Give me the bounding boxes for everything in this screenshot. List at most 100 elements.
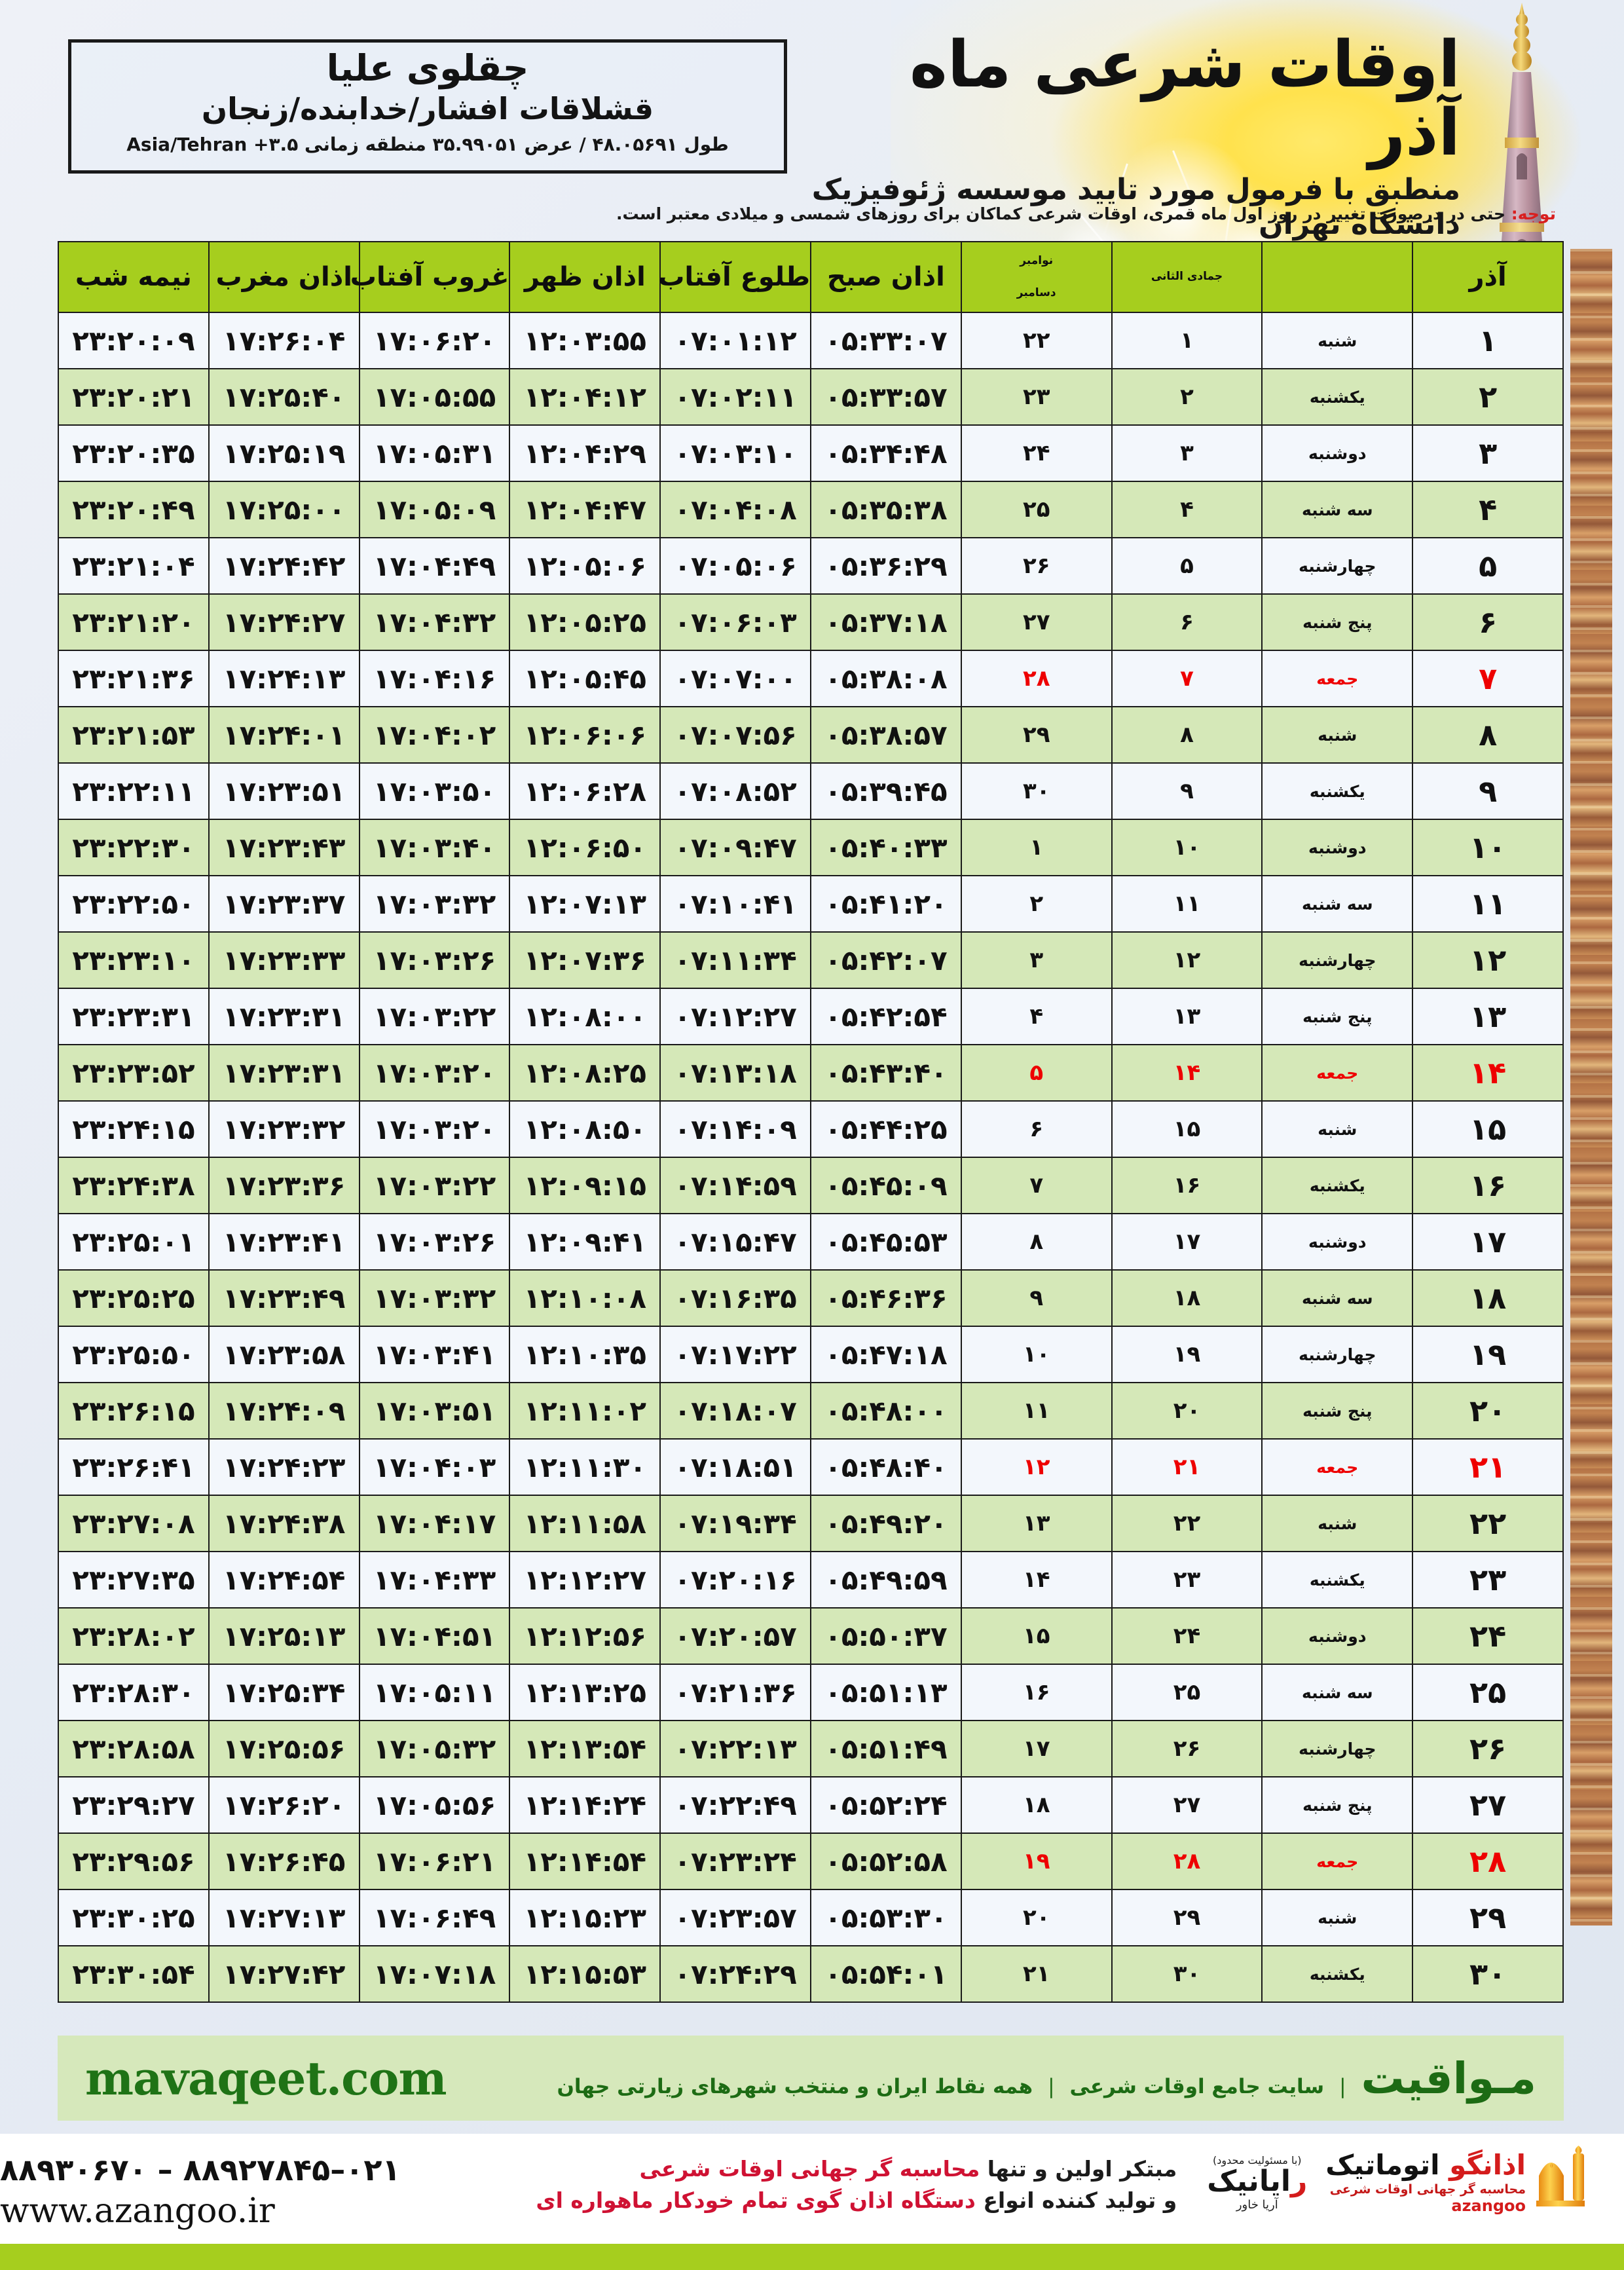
lunar-date: ۲۵ [1111,1664,1263,1721]
weekday-name: پنج شنبه [1261,593,1414,651]
sunset-time: ۱۷:۰۵:۵۵ [358,368,511,426]
lunar-date: ۴ [1111,481,1263,538]
table-row: ۷ جمعه ۷ ۲۸ ۰۵:۳۸:۰۸ ۰۷:۰۷:۰۰ ۱۲:۰۵:۴۵ ۱۷:۰۴:۱۶… [58,650,1564,707]
azangoo-word-1: اذانگو [1439,2148,1526,2181]
day-number: ۲۶ [1412,1720,1564,1777]
maghrib-time: ۱۷:۲۵:۰۰ [208,481,360,538]
sunset-time: ۱۷:۰۶:۲۱ [358,1833,511,1890]
lunar-date: ۶ [1111,593,1263,651]
midnight-time: ۲۳:۲۹:۲۷ [58,1776,210,1834]
midnight-time: ۲۳:۲۵:۲۵ [58,1269,210,1327]
gregorian-date: ۲۸ [960,650,1113,707]
day-number: ۲۰ [1412,1382,1564,1440]
sunrise-time: ۰۷:۰۲:۱۱ [659,368,812,426]
sunrise-time: ۰۷:۲۴:۲۹ [659,1945,812,2003]
day-number: ۱۲ [1412,931,1564,989]
footer-contact: ۰۲۱–۸۸۹۲۷۸۴۵ – ۸۸۹۳۰۶۷۰ www.azangoo.ir [0,2134,447,2231]
rayaneek-paren-note: (با مسئولیت محدود) [1213,2153,1302,2167]
prayer-times-table: آذر جمادی الثانی نوامبر دسامبر اذان صبح … [58,241,1564,2003]
sunset-time: ۱۷:۰۴:۱۶ [358,650,511,707]
sunrise-time: ۰۷:۱۸:۰۷ [659,1382,812,1440]
sunrise-time: ۰۷:۲۰:۱۶ [659,1551,812,1609]
day-number: ۲۸ [1412,1833,1564,1890]
table-row: ۱ شنبه ۱ ۲۲ ۰۵:۳۳:۰۷ ۰۷:۰۱:۱۲ ۱۲:۰۳:۵۵ ۱۷:۰۶:۲۰… [58,312,1564,369]
table-row: ۲۹ شنبه ۲۹ ۲۰ ۰۵:۵۳:۳۰ ۰۷:۲۳:۵۷ ۱۲:۱۵:۲۳ ۱۷:۰۶:… [58,1889,1564,1946]
mosque-dome-icon [1536,2146,1585,2206]
fajr-time: ۰۵:۵۱:۱۳ [810,1664,962,1721]
lunar-date: ۲۲ [1111,1495,1263,1552]
fajr-time: ۰۵:۴۸:۴۰ [810,1438,962,1496]
lunar-date: ۳۰ [1111,1945,1263,2003]
sunset-time: ۱۷:۰۵:۳۱ [358,424,511,482]
fajr-time: ۰۵:۳۹:۴۵ [810,762,962,820]
sunrise-time: ۰۷:۲۳:۲۴ [659,1833,812,1890]
sunset-time: ۱۷:۰۴:۵۱ [358,1607,511,1665]
table-row: ۱۲ چهارشنبه ۱۲ ۳ ۰۵:۴۲:۰۷ ۰۷:۱۱:۳۴ ۱۲:۰۷:۳۶ ۱۷:… [58,931,1564,989]
maghrib-time: ۱۷:۲۳:۳۱ [208,1044,360,1102]
column-header-gregorian-nov: نوامبر [1020,253,1054,267]
fajr-time: ۰۵:۴۴:۲۵ [810,1100,962,1158]
dhuhr-time: ۱۲:۱۲:۲۷ [509,1551,661,1609]
maghrib-time: ۱۷:۲۳:۳۶ [208,1157,360,1214]
gregorian-date: ۱۲ [960,1438,1113,1496]
sunrise-time: ۰۷:۰۵:۰۶ [659,537,812,595]
column-header-midnight: نیمه شب [58,241,210,313]
dhuhr-time: ۱۲:۰۶:۰۶ [509,706,661,764]
maghrib-time: ۱۷:۲۴:۵۴ [208,1551,360,1609]
table-row: ۲۸ جمعه ۲۸ ۱۹ ۰۵:۵۲:۵۸ ۰۷:۲۳:۲۴ ۱۲:۱۴:۵۴ ۱۷:۰۶:… [58,1833,1564,1890]
gregorian-date: ۲ [960,875,1113,933]
dhuhr-time: ۱۲:۰۳:۵۵ [509,312,661,369]
midnight-time: ۲۳:۳۰:۵۴ [58,1945,210,2003]
sunrise-time: ۰۷:۱۸:۵۱ [659,1438,812,1496]
weekday-name: پنج شنبه [1261,988,1414,1045]
sunrise-time: ۰۷:۱۰:۴۱ [659,875,812,933]
footer-website-link[interactable]: www.azangoo.ir [0,2191,275,2231]
weekday-name: شنبه [1261,312,1414,369]
dhuhr-time: ۱۲:۰۹:۴۱ [509,1213,661,1271]
sunset-time: ۱۷:۰۴:۴۹ [358,537,511,595]
table-row: ۱۸ سه شنبه ۱۸ ۹ ۰۵:۴۶:۳۶ ۰۷:۱۶:۳۵ ۱۲:۱۰:۰۸ ۱۷:۰… [58,1269,1564,1327]
table-row: ۶ پنج شنبه ۶ ۲۷ ۰۵:۳۷:۱۸ ۰۷:۰۶:۰۳ ۱۲:۰۵:۲۵ ۱۷:۰… [58,593,1564,651]
dhuhr-time: ۱۲:۰۴:۲۹ [509,424,661,482]
day-number: ۱۰ [1412,819,1564,876]
footer-phone-number[interactable]: ۰۲۱–۸۸۹۲۷۸۴۵ – ۸۸۹۳۰۶۷۰ [0,2152,401,2187]
weekday-name: دوشنبه [1261,1213,1414,1271]
lunar-date: ۲ [1111,368,1263,426]
day-number: ۱۱ [1412,875,1564,933]
day-number: ۲۹ [1412,1889,1564,1946]
maghrib-time: ۱۷:۲۳:۳۳ [208,931,360,989]
azangoo-logo-title: اذانگو اتوماتیک [1325,2151,1526,2179]
table-row: ۲۰ پنج شنبه ۲۰ ۱۱ ۰۵:۴۸:۰۰ ۰۷:۱۸:۰۷ ۱۲:۱۱:۰۲ ۱۷… [58,1382,1564,1440]
location-region: قشلاقات افشار/خدابنده/زنجان [201,90,654,126]
azangoo-logo[interactable]: اذانگو اتوماتیک محاسبه گر جهانی اوقات شر… [1325,2144,1593,2222]
dhuhr-time: ۱۲:۱۳:۵۴ [509,1720,661,1777]
sunset-time: ۱۷:۰۴:۱۷ [358,1495,511,1552]
day-number: ۲ [1412,368,1564,426]
day-number: ۲۲ [1412,1495,1564,1552]
footer-accent-bar [0,2244,1624,2270]
weekday-name: سه شنبه [1261,1269,1414,1327]
day-number: ۳۰ [1412,1945,1564,2003]
midnight-time: ۲۳:۲۵:۵۰ [58,1326,210,1383]
midnight-time: ۲۳:۲۸:۳۰ [58,1664,210,1721]
brand-desc-1: سایت جامع اوقات شرعی [1069,2074,1325,2098]
fajr-time: ۰۵:۴۲:۰۷ [810,931,962,989]
rayaneek-logo[interactable]: (با مسئولیت محدود) رایانیک آریا خاور [1207,2154,1307,2212]
sunrise-time: ۰۷:۲۲:۱۳ [659,1720,812,1777]
table-row: ۲ یکشنبه ۲ ۲۳ ۰۵:۳۳:۵۷ ۰۷:۰۲:۱۱ ۱۲:۰۴:۱۲ ۱۷:۰۵:… [58,368,1564,426]
brand-website-link[interactable]: mavaqeet.com [85,2051,447,2106]
weekday-name: سه شنبه [1261,481,1414,538]
lunar-date: ۲۷ [1111,1776,1263,1834]
gregorian-date: ۱۸ [960,1776,1113,1834]
table-row: ۱۰ دوشنبه ۱۰ ۱ ۰۵:۴۰:۳۳ ۰۷:۰۹:۴۷ ۱۲:۰۶:۵۰ ۱۷:۰۳… [58,819,1564,876]
weekday-name: یکشنبه [1261,368,1414,426]
fajr-time: ۰۵:۴۵:۵۳ [810,1213,962,1271]
footer-tagline-line-2: و تولید کننده انواع دستگاه اذان گوی تمام… [536,2185,1177,2216]
fajr-time: ۰۵:۴۹:۵۹ [810,1551,962,1609]
lunar-date: ۹ [1111,762,1263,820]
lunar-date: ۱۳ [1111,988,1263,1045]
lunar-date: ۱۵ [1111,1100,1263,1158]
sunset-time: ۱۷:۰۳:۴۱ [358,1326,511,1383]
table-row: ۱۴ جمعه ۱۴ ۵ ۰۵:۴۳:۴۰ ۰۷:۱۳:۱۸ ۱۲:۰۸:۲۵ ۱۷:۰۳:۲… [58,1044,1564,1102]
weekday-name: دوشنبه [1261,819,1414,876]
